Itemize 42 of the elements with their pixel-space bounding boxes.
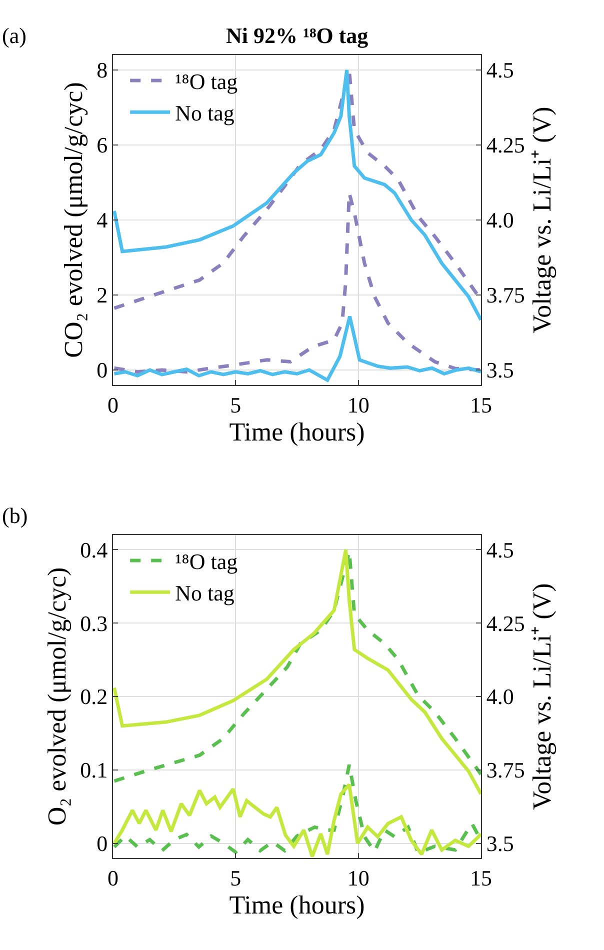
x-axis-title: Time (hours) bbox=[229, 417, 365, 446]
legend-label: ¹⁸O tag bbox=[175, 69, 238, 94]
y2-axis-title: Voltage vs. Li/Li⁺ (V) bbox=[528, 583, 557, 810]
x-tick-label: 10 bbox=[347, 392, 370, 418]
y2-tick-label: 4.0 bbox=[486, 208, 514, 233]
y2-tick-label: 4.5 bbox=[486, 537, 514, 562]
x-tick-label: 10 bbox=[347, 865, 370, 890]
y2-tick-label: 3.5 bbox=[486, 831, 514, 856]
y-tick-label: 0.1 bbox=[80, 758, 108, 783]
y-tick-label: 0.2 bbox=[80, 684, 108, 710]
legend-label: ¹⁸O tag bbox=[175, 549, 238, 574]
y-tick-label: 2 bbox=[96, 282, 108, 308]
x-tick-label: 15 bbox=[470, 392, 492, 418]
line-series bbox=[113, 782, 481, 858]
text: (b) bbox=[2, 503, 28, 528]
line-series bbox=[113, 763, 481, 855]
y2-tick-label: 4.25 bbox=[486, 132, 525, 158]
text: (a) bbox=[2, 23, 26, 48]
x-tick-label: 5 bbox=[230, 392, 242, 418]
y2-tick-label: 3.75 bbox=[486, 282, 525, 308]
legend-label: No tag bbox=[175, 580, 234, 606]
y2-tick-label: 3.5 bbox=[486, 358, 514, 383]
x-axis-title: Time (hours) bbox=[229, 890, 365, 920]
y-tick-label: 6 bbox=[96, 132, 108, 158]
y-tick-label: 0 bbox=[96, 358, 108, 383]
legend-label: No tag bbox=[175, 100, 234, 126]
y-tick-label: 0 bbox=[96, 831, 108, 856]
y2-tick-label: 4.0 bbox=[486, 684, 514, 710]
y2-axis-title: Voltage vs. Li/Li⁺ (V) bbox=[528, 106, 557, 334]
y2-tick-label: 4.25 bbox=[486, 610, 525, 636]
y-axis-title: CO₂ evolved (μmol/g/cyc) bbox=[59, 82, 88, 358]
x-tick-label: 5 bbox=[230, 865, 242, 890]
line-series bbox=[113, 314, 481, 382]
y-tick-label: 8 bbox=[96, 58, 108, 83]
y-tick-label: 4 bbox=[96, 208, 108, 233]
y-axis-title: O₂ evolved (μmol/g/cyc) bbox=[42, 567, 72, 826]
y-tick-label: 0.3 bbox=[80, 610, 108, 636]
chart-title: Ni 92% ¹⁸O tag bbox=[226, 23, 368, 48]
y2-tick-label: 4.5 bbox=[486, 58, 514, 83]
x-tick-label: 15 bbox=[470, 865, 492, 890]
y2-tick-label: 3.75 bbox=[486, 758, 525, 783]
y-tick-label: 0.4 bbox=[80, 537, 108, 562]
